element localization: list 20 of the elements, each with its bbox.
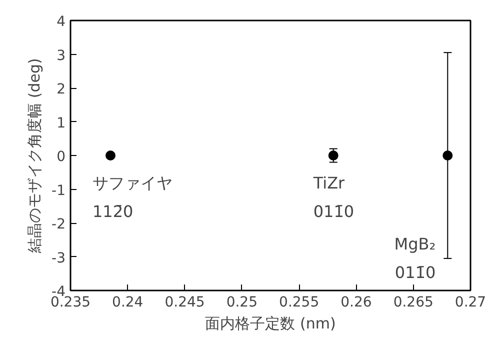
annotation: TiZr 011̄0: [312, 174, 354, 221]
x-tick-label: 0.245: [164, 294, 205, 310]
y-tick-label: -3: [52, 250, 66, 266]
annotation: サファイヤ 112̄0: [92, 174, 172, 221]
x-tick-label: 0.24: [112, 294, 144, 310]
y-tick-label: -1: [52, 182, 66, 199]
x-tick-label: 0.27: [454, 294, 486, 310]
y-tick-label: -2: [52, 216, 66, 232]
annotation: MgB₂ 011̄0: [394, 234, 436, 282]
y-axis-title: 結晶のモザイク角度幅 (deg): [26, 58, 44, 254]
y-tick-label: 3: [56, 48, 66, 64]
y-tick-label: 4: [56, 14, 66, 30]
y-tick-label: 0: [56, 149, 66, 165]
x-axis-title: 面内格子定数 (nm): [205, 314, 336, 332]
x-tick-label: 0.26: [340, 294, 372, 310]
x-tick-label: 0.255: [279, 294, 320, 310]
y-tick-label: 1: [56, 115, 66, 132]
y-tick-label: 2: [56, 82, 66, 98]
x-tick-label: 0.265: [393, 294, 434, 310]
x-tick-label: 0.25: [226, 294, 258, 310]
